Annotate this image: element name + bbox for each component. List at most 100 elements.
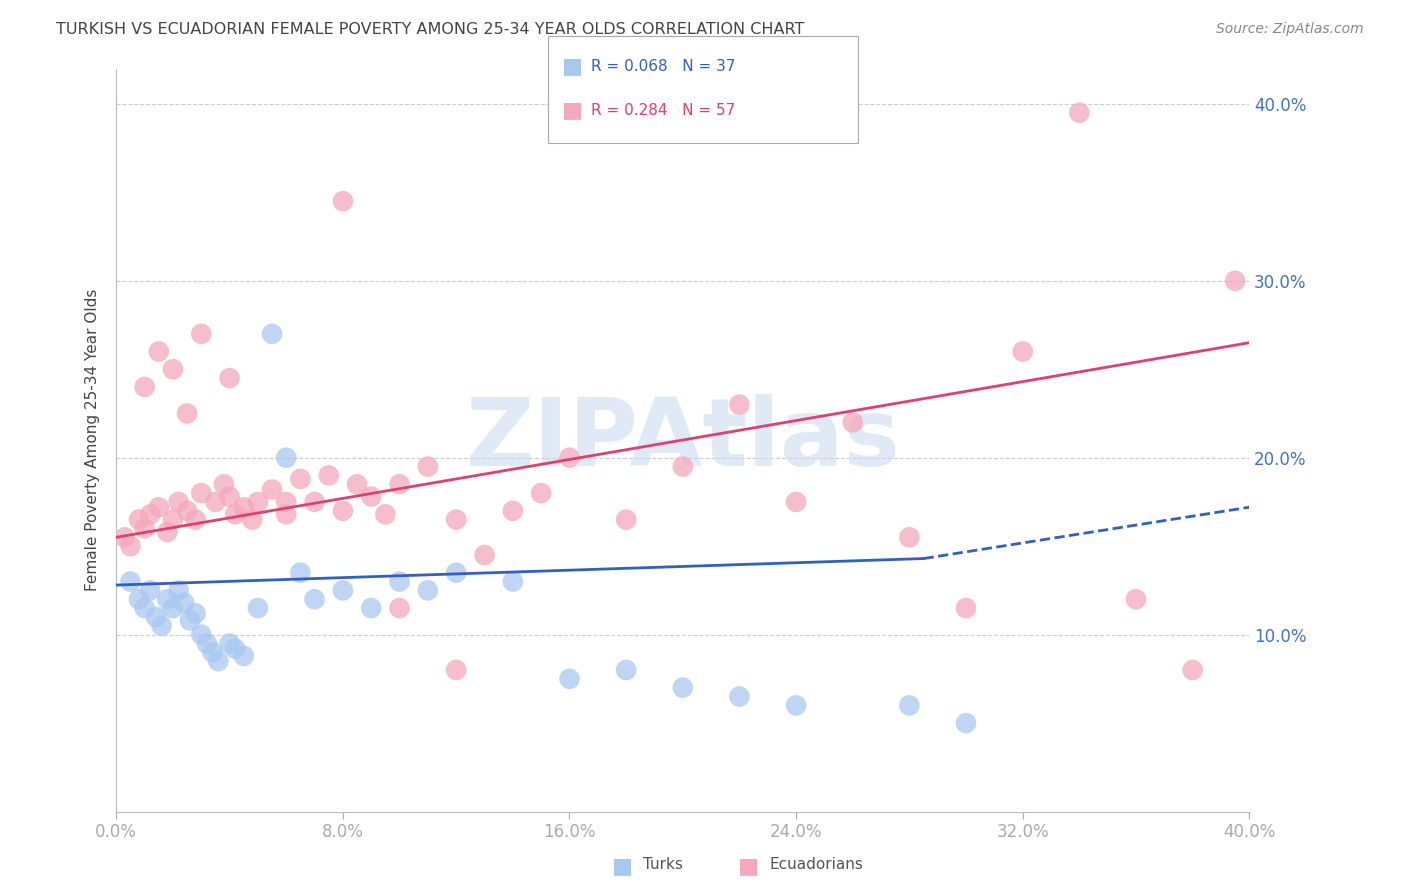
Text: Turks: Turks (643, 857, 682, 872)
Point (728, 690, 751, 704)
Point (614, 663, 637, 677)
Text: ■: ■ (738, 856, 759, 876)
Point (1181, 663, 1204, 677)
Point (416, 583, 439, 598)
Point (128, 592, 150, 607)
Point (240, 513, 263, 527)
Point (120, 539, 142, 553)
Point (148, 500, 170, 515)
Point (148, 344, 170, 359)
Text: ZIPAtlas: ZIPAtlas (465, 394, 900, 486)
Point (232, 648, 254, 663)
Point (276, 495, 298, 509)
Point (955, 716, 977, 731)
Point (218, 490, 240, 504)
Point (134, 521, 156, 535)
Point (184, 607, 207, 621)
Point (162, 362, 184, 376)
Point (179, 614, 201, 628)
Point (150, 619, 173, 633)
Point (332, 583, 354, 598)
Point (173, 596, 195, 610)
Point (1125, 592, 1147, 607)
Point (332, 504, 354, 518)
Point (162, 601, 184, 615)
Point (114, 530, 136, 544)
Point (139, 583, 162, 598)
Point (167, 583, 190, 598)
Point (502, 574, 524, 589)
Point (176, 504, 198, 518)
Point (672, 681, 695, 695)
Point (374, 508, 396, 522)
Point (318, 468, 340, 483)
Point (176, 407, 198, 421)
Point (444, 566, 467, 580)
Point (1011, 344, 1033, 359)
Text: Ecuadorians: Ecuadorians (769, 857, 863, 872)
Point (1223, 274, 1246, 288)
Point (346, 477, 368, 491)
Point (212, 477, 235, 491)
Point (204, 495, 226, 509)
Point (955, 601, 977, 615)
Point (218, 371, 240, 385)
Point (444, 513, 467, 527)
Text: R = 0.284   N = 57: R = 0.284 N = 57 (591, 103, 735, 118)
Point (841, 415, 863, 429)
Text: R = 0.068   N = 37: R = 0.068 N = 37 (591, 59, 735, 73)
Point (162, 513, 184, 527)
Point (388, 601, 411, 615)
Text: ■: ■ (612, 856, 633, 876)
Point (232, 500, 254, 515)
Point (898, 698, 921, 713)
Point (120, 574, 142, 589)
Point (474, 548, 496, 562)
Point (614, 513, 637, 527)
Point (260, 326, 283, 341)
Point (260, 483, 283, 497)
Point (290, 566, 312, 580)
Point (502, 504, 524, 518)
Point (184, 513, 207, 527)
Point (224, 641, 246, 656)
Point (360, 490, 382, 504)
Point (224, 508, 246, 522)
Point (672, 459, 695, 474)
Y-axis label: Female Poverty Among 25-34 Year Olds: Female Poverty Among 25-34 Year Olds (86, 289, 100, 591)
Point (134, 380, 156, 394)
Point (290, 472, 312, 486)
Point (728, 398, 751, 412)
Text: ■: ■ (562, 101, 583, 120)
Point (201, 645, 224, 659)
Point (207, 654, 229, 668)
Point (388, 574, 411, 589)
Point (156, 524, 179, 539)
Point (276, 508, 298, 522)
Text: TURKISH VS ECUADORIAN FEMALE POVERTY AMONG 25-34 YEAR OLDS CORRELATION CHART: TURKISH VS ECUADORIAN FEMALE POVERTY AMO… (56, 22, 804, 37)
Point (218, 636, 240, 650)
Point (304, 592, 326, 607)
Point (276, 450, 298, 465)
Point (558, 672, 581, 686)
Point (332, 194, 354, 209)
Point (134, 601, 156, 615)
Point (360, 601, 382, 615)
Point (246, 601, 269, 615)
Point (156, 592, 179, 607)
Point (128, 513, 150, 527)
Point (558, 450, 581, 465)
Text: ■: ■ (562, 56, 583, 76)
Point (139, 508, 162, 522)
Point (388, 477, 411, 491)
Point (304, 495, 326, 509)
Point (195, 636, 218, 650)
Point (190, 627, 212, 641)
Point (190, 486, 212, 500)
Point (190, 326, 212, 341)
Point (898, 530, 921, 544)
Point (1069, 105, 1091, 120)
Point (145, 610, 167, 624)
Point (444, 663, 467, 677)
Point (530, 486, 553, 500)
